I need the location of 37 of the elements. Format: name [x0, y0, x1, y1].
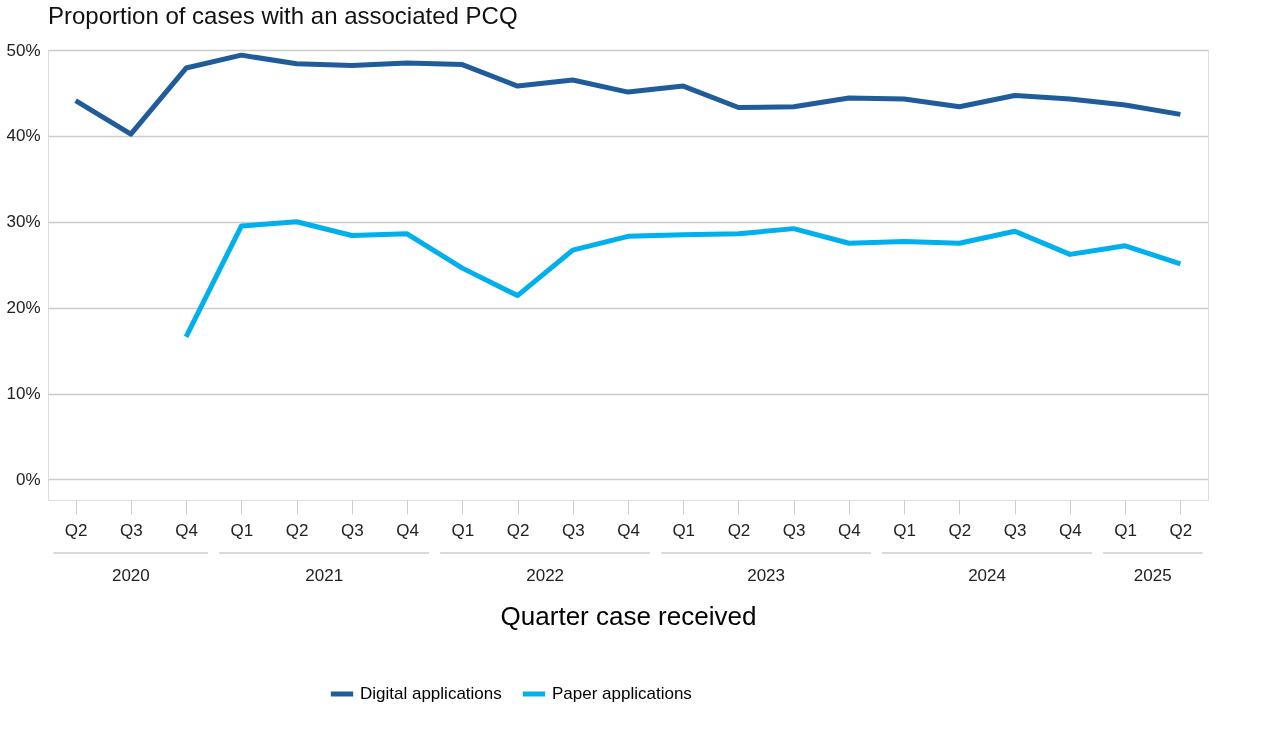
x-tick-label: Q2	[506, 520, 530, 540]
text: 2020	[111, 566, 150, 585]
x-tick-label: Q2	[727, 520, 751, 540]
text: 2024	[968, 566, 1006, 585]
text: 2023	[747, 566, 786, 585]
text: 2021	[305, 566, 344, 585]
y-tick-label: 20%	[6, 298, 41, 318]
x-axis-title: Quarter case received	[500, 600, 757, 631]
y-tick-label: 0%	[15, 469, 41, 489]
y-tick-label: 10%	[6, 384, 41, 404]
x-tick-label: Q4	[1059, 520, 1082, 540]
chart-title: Proportion of cases with an associated PCQ	[48, 2, 518, 29]
x-tick-label: Q2	[285, 520, 309, 540]
x-tick-label: Q3	[782, 520, 806, 540]
x-tick-label: Q4	[838, 520, 861, 540]
x-tick-label: Q2	[64, 520, 88, 540]
x-tick-label: Q4	[396, 520, 419, 540]
text: 2022	[526, 566, 565, 585]
legend-label: Digital applications	[360, 684, 502, 703]
legend-label: Paper applications	[552, 684, 692, 703]
x-tick-label: Q3	[561, 520, 585, 540]
y-tick-label: 40%	[6, 126, 41, 146]
x-tick-label: Q1	[672, 520, 696, 540]
x-tick-label: Q3	[340, 520, 364, 540]
x-tick-label: Q1	[1114, 520, 1137, 540]
x-tick-label: Q2	[948, 520, 972, 540]
x-tick-label: Q1	[893, 520, 917, 540]
x-tick-label: Q3	[1003, 520, 1027, 540]
y-tick-label: 30%	[6, 212, 41, 232]
x-tick-label: Q1	[451, 520, 475, 540]
y-tick-label: 50%	[6, 40, 41, 60]
x-tick-label: Q2	[1169, 520, 1193, 540]
x-tick-label: Q3	[120, 520, 143, 540]
x-tick-label: Q4	[617, 520, 640, 540]
x-tick-label: Q4	[175, 520, 198, 540]
x-tick-label: Q1	[230, 520, 254, 540]
text: 2025	[1133, 566, 1172, 585]
